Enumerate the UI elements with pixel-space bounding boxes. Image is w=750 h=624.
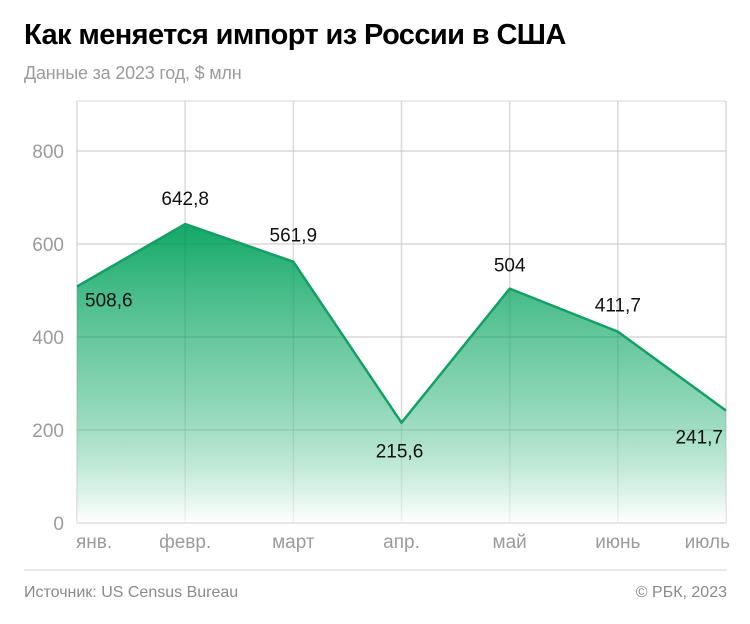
- x-tick-label: июль: [685, 532, 731, 553]
- data-label: 561,9: [270, 226, 318, 247]
- y-tick-label: 0: [53, 514, 64, 535]
- chart-title: Как меняется импорт из России в США: [24, 19, 566, 51]
- x-tick-label: апр.: [383, 532, 420, 553]
- x-tick-label: янв.: [76, 532, 112, 553]
- x-tick-label: февр.: [159, 532, 211, 553]
- chart-subtitle: Данные за 2023 год, $ млн: [24, 63, 242, 83]
- x-tick-label: май: [493, 532, 527, 553]
- y-tick-label: 600: [32, 235, 64, 256]
- x-axis-ticks: янв. февр. март апр. май июнь июль: [76, 532, 730, 553]
- data-label: 508,6: [85, 291, 133, 312]
- area-fill: [77, 224, 726, 523]
- y-axis-ticks: 0 200 400 600 800: [32, 142, 64, 535]
- data-label: 215,6: [376, 442, 424, 463]
- data-label: 504: [494, 256, 526, 277]
- y-tick-label: 200: [32, 421, 64, 442]
- copyright-note: © РБК, 2023: [635, 584, 727, 601]
- data-label: 411,7: [595, 296, 641, 317]
- x-tick-label: март: [272, 532, 315, 553]
- data-labels: 508,6 642,8 561,9 215,6 504 411,7 241,7: [85, 189, 723, 463]
- area-chart: 0 200 400 600 800 янв. февр. март апр. май июнь ию…: [32, 100, 730, 553]
- y-tick-label: 400: [32, 328, 64, 349]
- source-note: Источник: US Census Bureau: [24, 584, 239, 601]
- data-label: 642,8: [161, 189, 209, 210]
- footer-divider: [24, 569, 727, 571]
- data-label: 241,7: [675, 428, 723, 449]
- x-tick-label: июнь: [595, 532, 640, 553]
- y-tick-label: 800: [32, 142, 64, 163]
- gridlines-overlay: [76, 101, 727, 524]
- data-line: [76, 222, 727, 424]
